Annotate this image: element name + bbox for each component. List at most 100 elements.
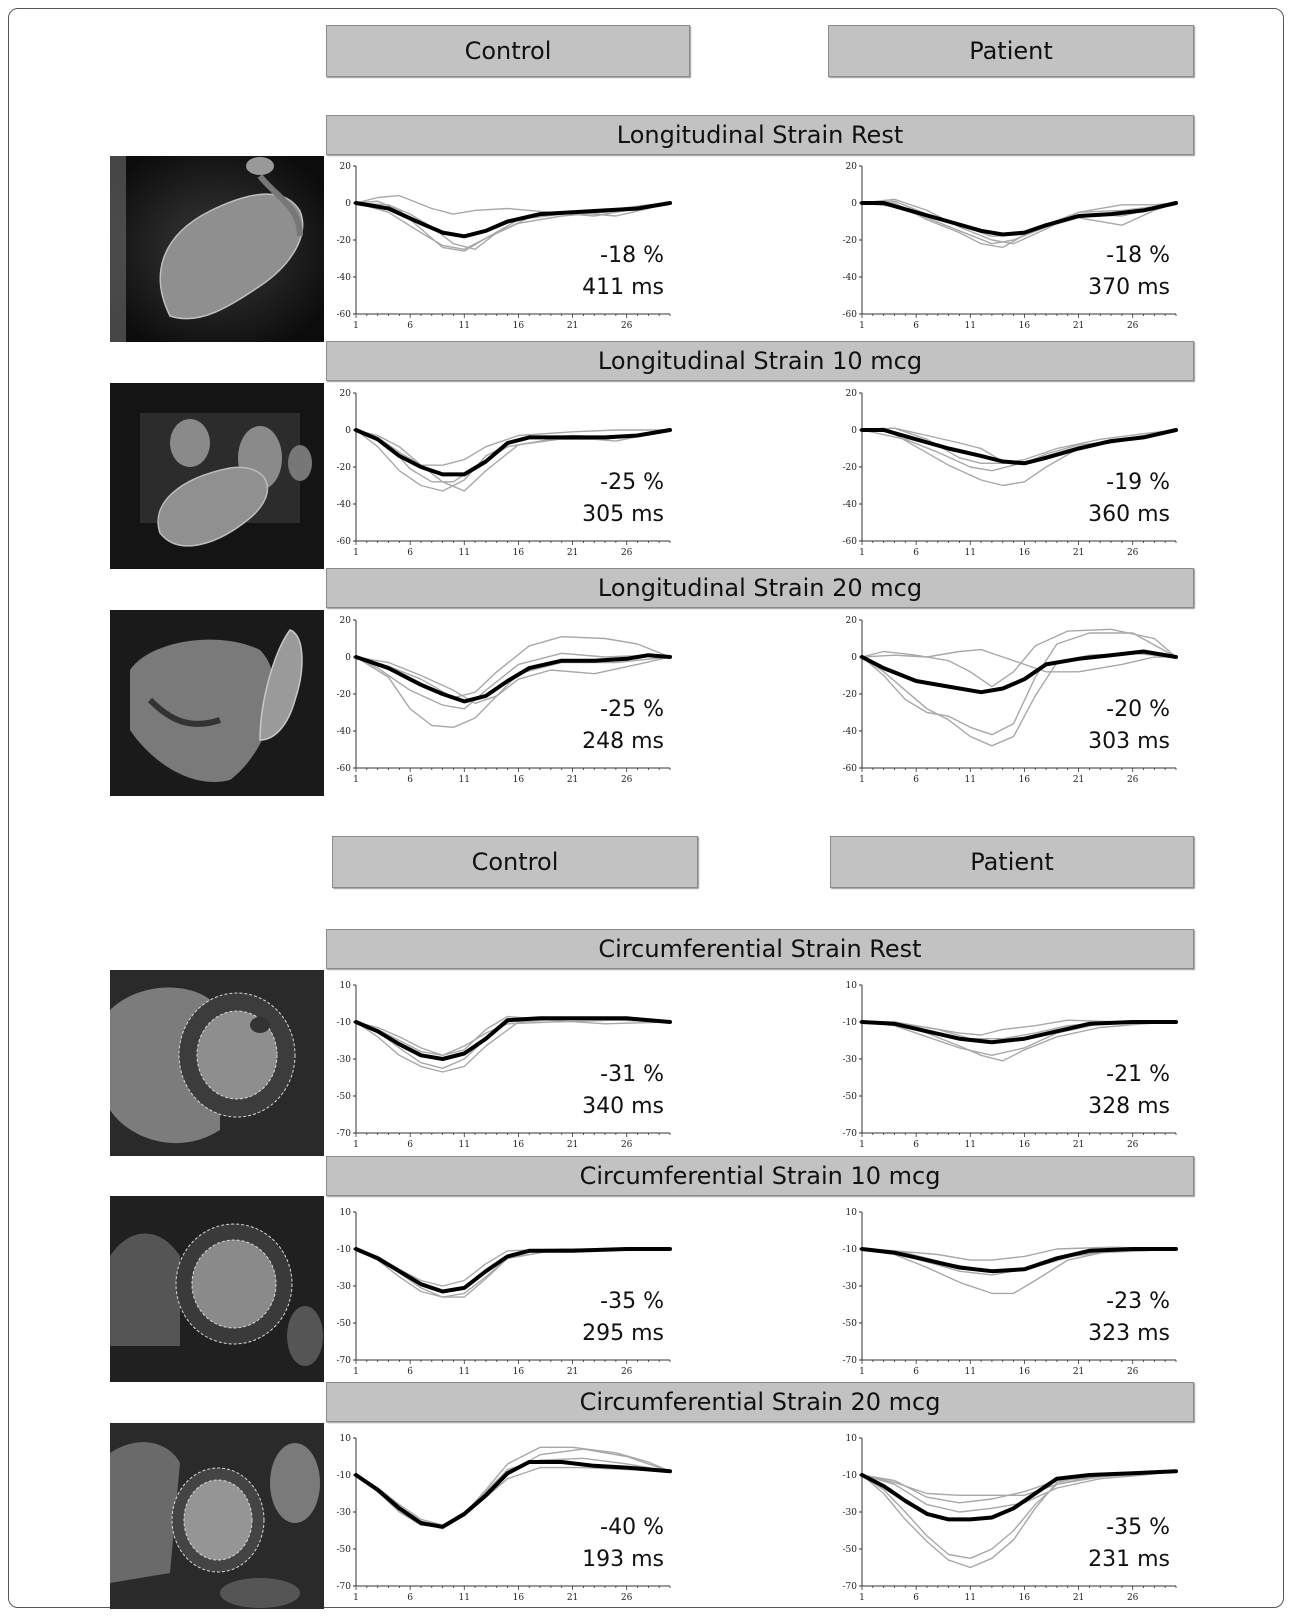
mean-strain-line [354, 1016, 672, 1061]
section-title-long-10: Longitudinal Strain 10 mcg [326, 341, 1194, 381]
x-tick-label: 6 [407, 1140, 413, 1150]
mean-strain-line [860, 428, 1178, 466]
mean-strain-line [354, 428, 672, 477]
section-title-long-20: Longitudinal Strain 20 mcg [326, 568, 1194, 608]
y-tick-label: -60 [337, 764, 352, 774]
chart-0-patient: 200-20-40-601 6 11 16 21 26-18 %370 ms [843, 162, 1178, 331]
x-tick-label: 26 [621, 548, 633, 558]
y-tick-label: -40 [337, 273, 352, 283]
segment-strain-line-0 [861, 1248, 1177, 1295]
y-tick-label: -70 [337, 1582, 352, 1592]
x-tick-label: 26 [621, 775, 633, 785]
y-tick-label: -10 [843, 1471, 858, 1481]
peak-strain-label: -20 % [1106, 697, 1170, 722]
time-to-peak-label: 370 ms [1088, 275, 1170, 300]
figure-frame [8, 8, 1284, 1608]
y-tick-label: -50 [337, 1092, 352, 1102]
x-tick-label: 16 [513, 1140, 525, 1150]
x-tick-label: 21 [1073, 548, 1084, 558]
y-tick-label: -70 [843, 1582, 858, 1592]
y-tick-label: 20 [340, 162, 352, 172]
segment-strain-line-1 [861, 427, 1177, 464]
y-tick-label: -20 [337, 463, 352, 473]
x-tick-label: 16 [513, 1367, 525, 1377]
y-tick-label: -20 [843, 690, 858, 700]
x-tick-label: 6 [913, 775, 919, 785]
chart-5-patient: 10-10-30-50-701 6 11 16 21 26-35 %231 ms [843, 1434, 1178, 1603]
time-to-peak-label: 248 ms [582, 729, 664, 754]
x-tick-label: 21 [567, 1367, 578, 1377]
y-tick-label: -20 [843, 463, 858, 473]
x-tick-label: 16 [1019, 321, 1031, 331]
x-tick-label: 11 [965, 548, 976, 558]
peak-strain-label: -19 % [1106, 470, 1170, 495]
x-tick-label: 26 [621, 1367, 633, 1377]
y-tick-label: -60 [843, 537, 858, 547]
x-tick-label: 6 [407, 775, 413, 785]
x-tick-label: 26 [621, 321, 633, 331]
mri-image-short-20mcg [110, 1423, 324, 1609]
segment-strain-line-3 [861, 648, 1177, 673]
y-tick-label: -30 [337, 1282, 352, 1292]
x-tick-label: 6 [913, 1367, 919, 1377]
y-tick-label: -50 [843, 1545, 858, 1555]
mean-strain-line [354, 1460, 672, 1529]
chart-4-patient: 10-10-30-50-701 6 11 16 21 26-23 %323 ms [843, 1208, 1178, 1377]
chart-2-patient: 200-20-40-601 6 11 16 21 26-20 %303 ms [843, 616, 1178, 785]
peak-strain-label: -31 % [600, 1062, 664, 1087]
x-tick-label: 11 [965, 1367, 976, 1377]
x-tick-label: 11 [965, 321, 976, 331]
y-tick-label: -40 [337, 727, 352, 737]
x-tick-label: 1 [859, 775, 865, 785]
y-tick-label: -40 [337, 500, 352, 510]
chart-1-patient: 200-20-40-601 6 11 16 21 26-19 %360 ms [843, 389, 1178, 558]
y-tick-label: -50 [337, 1545, 352, 1555]
time-to-peak-label: 193 ms [582, 1547, 664, 1572]
x-tick-label: 26 [1127, 1367, 1139, 1377]
section-title-circ-10: Circumferential Strain 10 mcg [326, 1156, 1194, 1196]
x-tick-label: 21 [1073, 1367, 1084, 1377]
x-tick-label: 26 [621, 1140, 633, 1150]
chart-4-control: 10-10-30-50-701 6 11 16 21 26-35 %295 ms [337, 1208, 672, 1377]
segment-strain-line-2 [355, 656, 671, 704]
y-tick-label: -10 [337, 1245, 352, 1255]
x-tick-label: 16 [1019, 775, 1031, 785]
x-tick-label: 1 [859, 321, 865, 331]
y-tick-label: 0 [851, 653, 857, 663]
time-to-peak-label: 360 ms [1088, 502, 1170, 527]
segment-strain-line-1 [355, 194, 671, 217]
x-tick-label: 26 [1127, 548, 1139, 558]
y-tick-label: -30 [843, 1055, 858, 1065]
segment-strain-line-3 [861, 1470, 1177, 1513]
time-to-peak-label: 340 ms [582, 1094, 664, 1119]
x-tick-label: 21 [1073, 1140, 1084, 1150]
header-patient-bottom: Patient [830, 836, 1194, 888]
y-tick-label: -70 [843, 1356, 858, 1366]
x-tick-label: 16 [513, 775, 525, 785]
chart-3-patient: 10-10-30-50-701 6 11 16 21 26-21 %328 ms [843, 981, 1178, 1150]
y-tick-label: -60 [843, 310, 858, 320]
x-tick-label: 26 [1127, 775, 1139, 785]
segment-strain-line-1 [861, 198, 1177, 245]
y-tick-label: -30 [843, 1508, 858, 1518]
segment-strain-line-0 [355, 1446, 671, 1528]
x-tick-label: 21 [567, 321, 578, 331]
peak-strain-label: -18 % [1106, 243, 1170, 268]
segment-strain-line-4 [861, 1470, 1177, 1504]
x-tick-label: 6 [407, 548, 413, 558]
mean-strain-line [860, 1247, 1178, 1274]
header-control-bottom: Control [332, 836, 698, 888]
x-tick-label: 1 [859, 1367, 865, 1377]
x-tick-label: 1 [859, 1593, 865, 1603]
x-tick-label: 6 [407, 321, 413, 331]
x-tick-label: 11 [965, 775, 976, 785]
x-tick-label: 1 [353, 321, 359, 331]
peak-strain-label: -25 % [600, 470, 664, 495]
y-tick-label: -30 [337, 1055, 352, 1065]
segment-strain-line-3 [861, 200, 1177, 237]
y-tick-label: -70 [337, 1129, 352, 1139]
x-tick-label: 11 [965, 1140, 976, 1150]
y-tick-label: -50 [843, 1092, 858, 1102]
x-tick-label: 6 [913, 1140, 919, 1150]
x-tick-label: 1 [353, 1367, 359, 1377]
